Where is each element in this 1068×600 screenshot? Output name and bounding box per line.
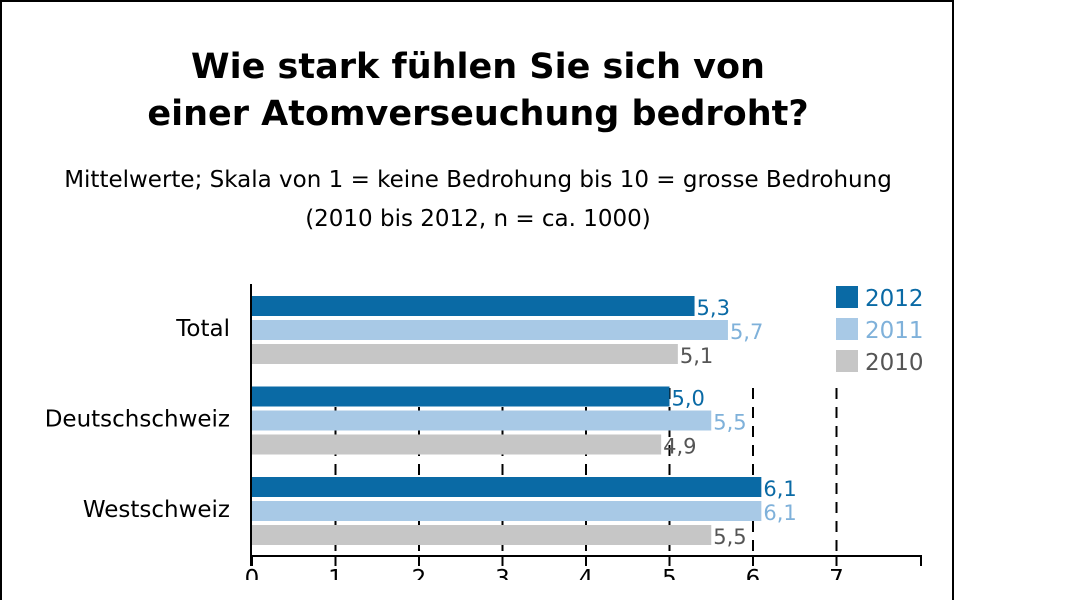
bar-2011-2 [252,501,762,521]
x-tick-label-7: 7 [829,566,844,580]
value-label-2010-0: 5,1 [680,344,713,368]
bar-2010-2 [252,525,712,545]
bar-chart: 5,35,7 5,1 Total 5,0 5,5 4,9 Deutschschweiz 6,1… [45,284,924,580]
x-tick-label-2: 2 [412,566,427,580]
legend-swatch-2011 [836,318,858,340]
bar-2010-1 [252,434,662,455]
category-label-2: Westschweiz [83,497,230,523]
bar-2012-1 [252,386,670,407]
x-tick-label-6: 6 [746,566,761,580]
legend-label-2010: 2010 [865,350,924,376]
bar-2012-2 [252,477,762,497]
x-tick-label-0: 0 [245,566,260,580]
legend-label-2011: 2011 [865,318,924,344]
bar-2010-0 [252,344,678,364]
category-label-1: Deutschschweiz [45,407,230,433]
x-tick-label-3: 3 [495,566,510,580]
value-label-2012-1: 5,0 [672,387,705,411]
bar-2012-0 [252,296,695,316]
bar-2011-1 [252,410,712,431]
value-label-2010-2: 5,5 [713,525,746,549]
value-label-2011-1: 5,5 [713,411,746,435]
category-label-0: Total [175,316,230,342]
chart-subtitle: Mittelwerte; Skala von 1 = keine Bedrohu… [0,161,956,239]
legend-swatch-2012 [836,286,858,308]
chart-frame [0,0,954,600]
legend-label-2012: 2012 [865,286,924,312]
value-label-2011-0: 5,7 [730,320,763,344]
chart-title-line-2: einer Atomverseuchung bedroht? [147,94,809,134]
bar-2011-0 [252,320,728,340]
value-label-2011-2: 6,1 [763,501,796,525]
value-label-2012-2: 6,1 [763,477,796,501]
chart-subtitle-line-1: Mittelwerte; Skala von 1 = keine Bedrohu… [64,167,892,193]
chart-title: Wie stark fühlen Sie sich von einer Atom… [0,44,956,138]
chart-title-line-1: Wie stark fühlen Sie sich von [191,47,765,87]
value-label-2012-0: 5,3 [697,296,730,320]
x-tick-label-1: 1 [328,566,343,580]
chart-subtitle-line-2: (2010 bis 2012, n = ca. 1000) [305,206,651,232]
value-label-2010-1: 4,9 [663,435,696,459]
x-tick-label-4: 4 [579,566,594,580]
x-tick-label-5: 5 [662,566,677,580]
legend-swatch-2010 [836,350,858,372]
